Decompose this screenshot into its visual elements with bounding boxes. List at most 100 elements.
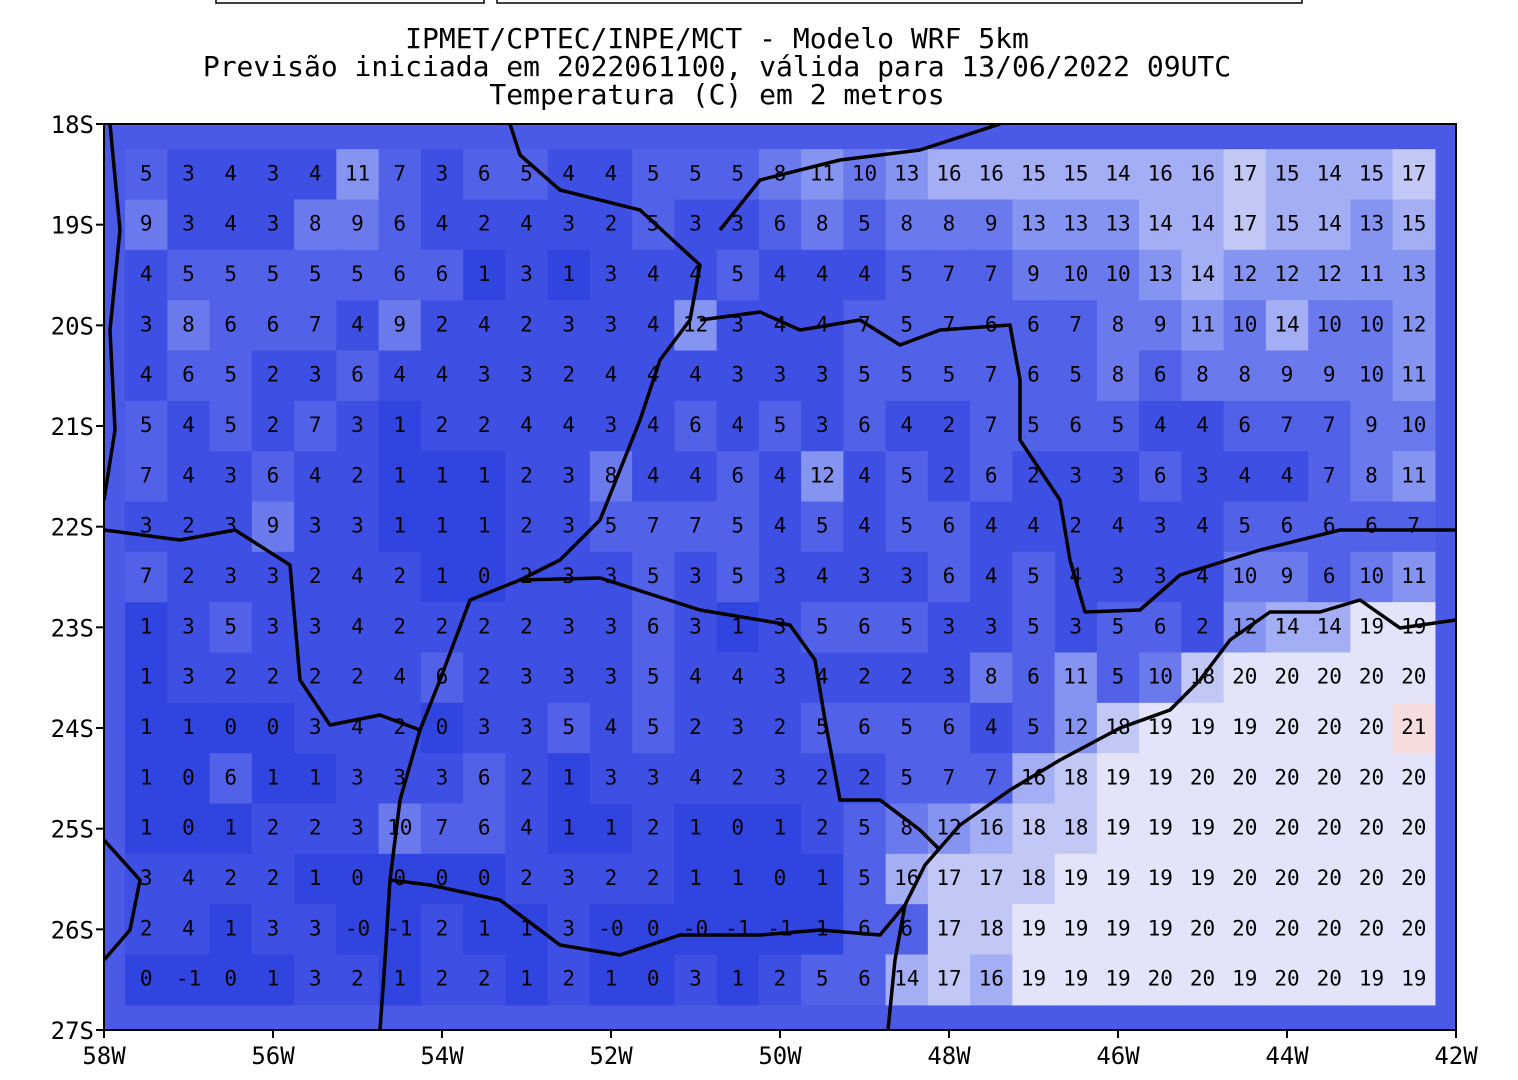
field-cell [209, 803, 253, 855]
temperature-value: 20 [1274, 967, 1299, 991]
temperature-value: 7 [943, 312, 956, 336]
field-cell [1096, 551, 1140, 603]
temperature-value: 19 [1401, 614, 1426, 638]
field-cell [1265, 199, 1309, 251]
temperature-value: 8 [900, 212, 913, 236]
temperature-value: 3 [605, 262, 618, 286]
field-cell [1012, 954, 1056, 1006]
field-cell [420, 753, 464, 805]
field-cell [294, 904, 337, 956]
temperature-value: 7 [943, 262, 956, 286]
field-cell [1181, 501, 1225, 553]
field-cell [420, 300, 464, 352]
temperature-value: 5 [774, 413, 787, 437]
field-cell [801, 954, 844, 1006]
temperature-value: 1 [436, 514, 449, 538]
x-tick-label: 52W [589, 1042, 633, 1070]
field-cell [970, 954, 1013, 1006]
field-cell [927, 199, 971, 251]
temperature-value: 4 [182, 866, 195, 890]
temperature-value: 3 [182, 665, 195, 689]
state-border [699, 310, 1456, 614]
field-cell [420, 853, 464, 905]
temperature-value: 3 [393, 765, 406, 789]
field-cell [547, 702, 591, 754]
temperature-value: 20 [1232, 816, 1257, 840]
field-cell [970, 199, 1013, 251]
field-cell [1012, 652, 1056, 704]
temperature-value: 20 [1401, 916, 1426, 940]
field-cell [294, 199, 337, 251]
field-cell [1096, 652, 1140, 704]
temperature-value: 16 [979, 161, 1004, 185]
temperature-value: 1 [393, 463, 406, 487]
field-cell [1181, 602, 1225, 654]
field-cell [167, 551, 211, 603]
temperature-value: 5 [182, 262, 195, 286]
field-cell [589, 300, 633, 352]
field-cell [674, 904, 718, 956]
temperature-value: 2 [520, 463, 533, 487]
field-cell [505, 199, 549, 251]
field-cell [970, 853, 1013, 905]
field-cell [843, 954, 887, 1006]
temperature-value: 3 [562, 866, 575, 890]
temperature-value: 11 [1359, 262, 1384, 286]
temperature-value: 19 [1148, 866, 1173, 890]
temperature-value: 6 [1323, 564, 1336, 588]
field-cell [885, 149, 929, 201]
field-cell [1350, 602, 1394, 654]
temperature-value: -1 [176, 967, 201, 991]
field-cell [1265, 350, 1309, 402]
field-cell [1265, 904, 1309, 956]
field-cell [589, 149, 633, 201]
temperature-value: 4 [774, 312, 787, 336]
field-cell [378, 853, 422, 905]
field-cell [1096, 199, 1140, 251]
state-border [388, 729, 907, 957]
temperature-value: 6 [182, 363, 195, 387]
temperature-value: 3 [267, 614, 280, 638]
temperature-value: -1 [725, 916, 750, 940]
temperature-value: 1 [605, 816, 618, 840]
field-cell [1054, 904, 1098, 956]
field-cell [378, 602, 422, 654]
temperature-value: 3 [309, 916, 322, 940]
field-cell [1054, 199, 1098, 251]
temperature-value: 3 [351, 514, 364, 538]
field-cell [970, 602, 1013, 654]
temperature-value: 0 [224, 715, 237, 739]
field-cell [294, 753, 337, 805]
temperature-value: 2 [436, 916, 449, 940]
temperature-value: 3 [943, 614, 956, 638]
temperature-value: 2 [562, 363, 575, 387]
temperature-value: 16 [936, 161, 961, 185]
y-tick-label: 20S [51, 312, 94, 340]
temperature-value: 20 [1190, 765, 1215, 789]
field-cell [420, 149, 464, 201]
field-cell [1265, 551, 1309, 603]
field-cell [420, 199, 464, 251]
temperature-value: 12 [1063, 715, 1088, 739]
temperature-value: 1 [140, 614, 153, 638]
temperature-value: 17 [936, 967, 961, 991]
temperature-value: 5 [647, 212, 660, 236]
field-cell [589, 853, 633, 905]
field-cell [463, 350, 506, 402]
field-cell [1054, 300, 1098, 352]
field-cell [843, 249, 887, 301]
temperature-value: 2 [520, 312, 533, 336]
temperature-value: 2 [520, 514, 533, 538]
field-cell [420, 551, 464, 603]
temperature-value: 2 [774, 715, 787, 739]
temperature-value: 20 [1359, 866, 1384, 890]
temperature-value: 3 [1154, 564, 1167, 588]
temperature-value: 5 [816, 715, 829, 739]
temperature-value: 15 [1401, 212, 1426, 236]
temperature-value: 5 [1238, 514, 1251, 538]
field-cell [589, 954, 633, 1006]
field-cell [209, 350, 253, 402]
field-cell [674, 954, 718, 1006]
temperature-value: 3 [478, 715, 491, 739]
temperature-value: 5 [224, 614, 237, 638]
